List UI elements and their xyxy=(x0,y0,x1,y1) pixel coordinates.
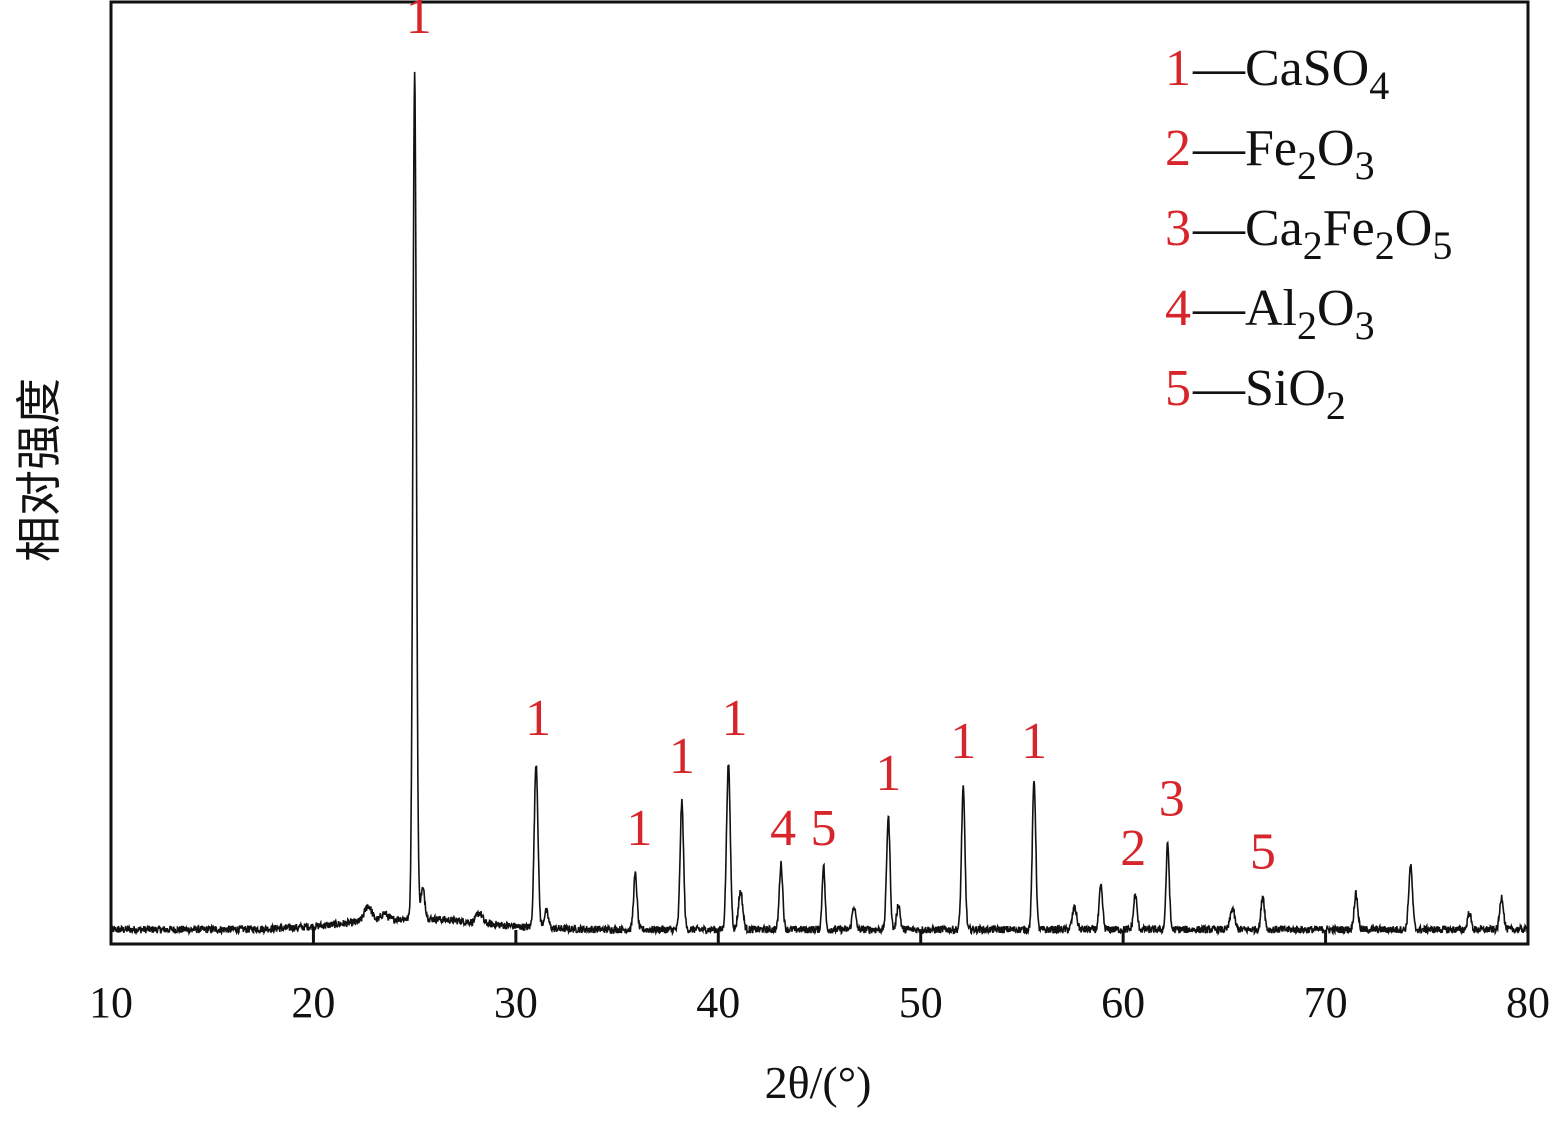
y-axis-title: 相对强度 xyxy=(12,378,66,562)
x-axis-ticks: 10 20 30 40 50 60 70 80 xyxy=(89,930,1550,1027)
legend-number: 5 xyxy=(1165,360,1191,417)
x-tick-label: 50 xyxy=(899,978,943,1027)
legend-subscript: 2 xyxy=(1326,383,1346,428)
legend-subscript: 3 xyxy=(1355,143,1375,188)
peak-label: 1 xyxy=(406,0,432,45)
peak-label: 1 xyxy=(875,745,901,802)
peak-label: 4 xyxy=(770,800,796,857)
legend-number: 2 xyxy=(1165,120,1191,177)
legend-formula-part: Ca xyxy=(1245,200,1303,257)
peak-label: 1 xyxy=(950,713,976,770)
legend-subscript: 3 xyxy=(1355,303,1375,348)
x-axis-title: 2θ/(°) xyxy=(765,1057,872,1108)
legend-subscript: 2 xyxy=(1297,143,1317,188)
legend-formula-part: Fe xyxy=(1323,200,1375,257)
legend-number: 1 xyxy=(1165,40,1191,97)
x-tick-label: 20 xyxy=(291,978,335,1027)
legend-subscript: 5 xyxy=(1432,223,1452,268)
peak-label: 1 xyxy=(525,690,551,747)
legend-label: —Al2O3 xyxy=(1192,280,1375,348)
x-tick-label: 30 xyxy=(494,978,538,1027)
legend-item: 1 —CaSO4 xyxy=(1165,40,1389,108)
peak-label: 1 xyxy=(626,800,652,857)
x-tick-label: 60 xyxy=(1101,978,1145,1027)
xrd-series-line xyxy=(110,71,1529,937)
legend-subscript: 4 xyxy=(1369,63,1389,108)
legend-number: 4 xyxy=(1165,280,1191,337)
peak-label: 1 xyxy=(721,690,747,747)
legend-item: 2 —Fe2O3 xyxy=(1165,120,1375,188)
legend-dash: — xyxy=(1192,360,1246,417)
legend-item: 4 —Al2O3 xyxy=(1165,280,1375,348)
legend-label: —SiO2 xyxy=(1192,360,1346,428)
legend-number: 3 xyxy=(1165,200,1191,257)
legend-formula-part: O xyxy=(1395,200,1433,257)
legend-item: 3 —Ca2Fe2O5 xyxy=(1165,200,1452,268)
legend-label: —CaSO4 xyxy=(1192,40,1389,108)
x-tick-label: 80 xyxy=(1506,978,1550,1027)
legend-formula-part: O xyxy=(1317,280,1355,337)
peak-label: 2 xyxy=(1120,820,1146,877)
legend-formula-part: Fe xyxy=(1245,120,1297,177)
legend-item: 5 —SiO2 xyxy=(1165,360,1346,428)
peak-label: 5 xyxy=(811,800,837,857)
peak-label: 1 xyxy=(1021,713,1047,770)
xrd-pattern xyxy=(110,71,1529,937)
peak-label: 5 xyxy=(1250,824,1276,881)
legend-formula-part: Al xyxy=(1245,280,1297,337)
legend-label: —Fe2O3 xyxy=(1192,120,1375,188)
x-tick-label: 70 xyxy=(1304,978,1348,1027)
peak-label: 3 xyxy=(1159,770,1185,827)
x-tick-label: 40 xyxy=(696,978,740,1027)
peak-label: 1 xyxy=(669,728,695,785)
legend-formula-part: O xyxy=(1317,120,1355,177)
legend-subscript: 2 xyxy=(1303,223,1323,268)
legend-dash: — xyxy=(1192,120,1246,177)
legend-label: —Ca2Fe2O5 xyxy=(1192,200,1452,268)
x-tick-label: 10 xyxy=(89,978,133,1027)
plot-frame xyxy=(109,0,1530,946)
legend-formula-part: SiO xyxy=(1245,360,1326,417)
legend-formula-part: CaSO xyxy=(1245,40,1369,97)
legend-subscript: 2 xyxy=(1375,223,1395,268)
legend-subscript: 2 xyxy=(1297,303,1317,348)
legend-dash: — xyxy=(1192,280,1246,337)
legend-dash: — xyxy=(1192,40,1246,97)
legend-dash: — xyxy=(1192,200,1246,257)
